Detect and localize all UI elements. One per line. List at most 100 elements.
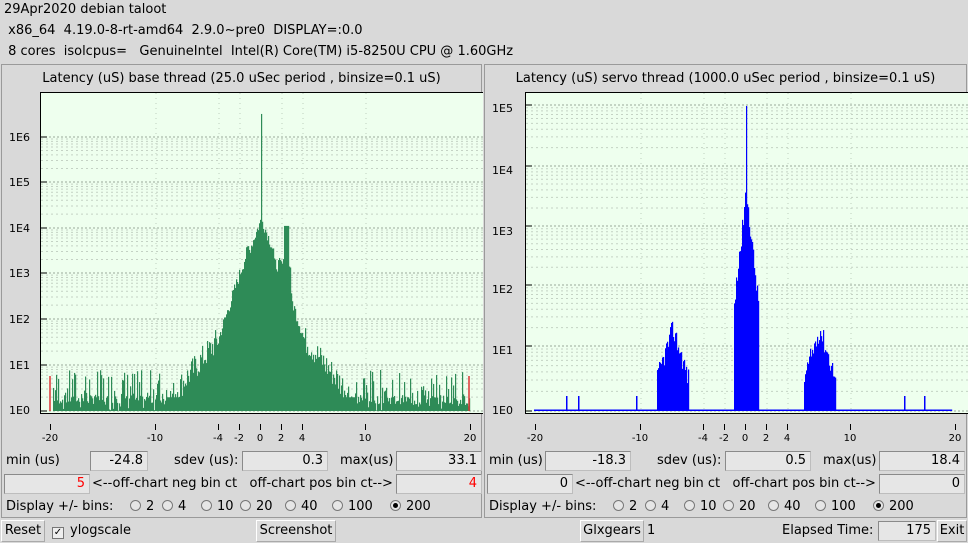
- reset-button[interactable]: Reset: [1, 520, 45, 542]
- histogram-bar: [113, 408, 115, 411]
- histogram-bar: [675, 333, 677, 411]
- histogram-bar: [334, 377, 336, 411]
- histogram-bar: [295, 308, 297, 411]
- base-sdev-value: 0.3: [242, 451, 328, 471]
- servo-bins-radio-2[interactable]: 2: [613, 499, 637, 514]
- histogram-bar: [867, 409, 869, 411]
- servo-bins-radio-100[interactable]: 100: [815, 499, 856, 514]
- histogram-bar: [102, 399, 104, 411]
- histogram-bar: [816, 346, 818, 411]
- histogram-bar: [89, 379, 91, 411]
- servo-bins-radio-4[interactable]: 4: [645, 499, 669, 514]
- histogram-bar: [876, 409, 878, 411]
- base-bins-radio-200[interactable]: 200: [390, 499, 431, 514]
- base-bins-radio-20[interactable]: 20: [240, 499, 273, 514]
- radio-icon: [201, 500, 212, 511]
- histogram-bar: [329, 371, 331, 411]
- histogram-bar: [742, 219, 744, 411]
- histogram-bar: [810, 348, 812, 411]
- histogram-bar: [129, 398, 131, 411]
- histogram-bar: [714, 409, 716, 411]
- histogram-bar: [540, 409, 542, 411]
- histogram-bar: [796, 409, 798, 411]
- histogram-bar: [56, 374, 58, 411]
- histogram-bar: [304, 338, 306, 411]
- histogram-bar: [865, 409, 867, 411]
- ylogscale-checkbox[interactable]: ✓ ylogscale: [52, 523, 131, 539]
- histogram-bar: [290, 267, 292, 411]
- histogram-bar: [856, 409, 858, 411]
- histogram-bar: [80, 407, 82, 411]
- histogram-bar: [337, 374, 339, 411]
- histogram-bar: [257, 228, 259, 411]
- histogram-bar: [929, 409, 931, 411]
- histogram-bar: [246, 247, 248, 411]
- histogram-bar: [451, 377, 453, 411]
- histogram-bar: [936, 409, 938, 411]
- histogram-bar: [881, 409, 883, 411]
- histogram-bar: [255, 237, 257, 411]
- base-bins-radio-100[interactable]: 100: [332, 499, 373, 514]
- histogram-bar: [208, 348, 210, 411]
- histogram-bar: [131, 395, 133, 411]
- histogram-bar: [112, 402, 114, 411]
- histogram-bar: [253, 240, 255, 411]
- histogram-bar: [434, 397, 436, 411]
- histogram-bar: [903, 409, 905, 411]
- base-bins-radio-2[interactable]: 2: [130, 499, 154, 514]
- radio-label: 40: [301, 499, 318, 514]
- histogram-bar: [216, 338, 218, 411]
- histogram-bar: [590, 409, 592, 411]
- base-bins-radio-4[interactable]: 4: [162, 499, 186, 514]
- y-tick-label: 1E6: [9, 131, 30, 144]
- histogram-bar: [678, 347, 680, 411]
- histogram-bar: [690, 409, 692, 411]
- histogram-bar: [211, 353, 213, 411]
- radio-label: 20: [739, 499, 756, 514]
- histogram-bar: [736, 277, 738, 411]
- exit-button[interactable]: Exit: [937, 520, 967, 542]
- base-pos-bin-count: 4: [396, 474, 482, 494]
- histogram-bar: [91, 396, 93, 411]
- histogram-bar: [892, 409, 894, 411]
- servo-bins-radio-40[interactable]: 40: [768, 499, 801, 514]
- servo-bins-radio-20[interactable]: 20: [723, 499, 756, 514]
- histogram-bar: [463, 394, 465, 411]
- histogram-bar: [422, 390, 424, 411]
- histogram-bar: [173, 382, 175, 411]
- histogram-bar: [83, 401, 85, 411]
- histogram-bar: [245, 258, 247, 411]
- histogram-bar: [617, 409, 619, 411]
- histogram-bar: [241, 272, 243, 411]
- histogram-bar: [300, 332, 302, 411]
- histogram-bar: [914, 409, 916, 411]
- histogram-bar: [333, 374, 335, 411]
- histogram-bar: [917, 409, 919, 411]
- base-histogram-svg: [41, 93, 483, 413]
- histogram-bar: [276, 269, 278, 411]
- glxgears-button[interactable]: Glxgears: [580, 520, 644, 542]
- base-bins-radio-10[interactable]: 10: [201, 499, 234, 514]
- histogram-bar: [155, 399, 157, 411]
- histogram-bar: [817, 336, 819, 411]
- servo-bins-radio-10[interactable]: 10: [684, 499, 717, 514]
- histogram-bar: [945, 409, 947, 411]
- histogram-bar: [891, 409, 893, 411]
- histogram-bar: [205, 359, 207, 411]
- x-tick-label: 4: [298, 433, 306, 444]
- histogram-bar: [836, 409, 838, 411]
- histogram-bar: [163, 398, 165, 411]
- histogram-bar: [638, 409, 640, 411]
- histogram-bar: [846, 409, 848, 411]
- histogram-bar: [715, 409, 717, 411]
- histogram-bar: [223, 319, 225, 411]
- histogram-bar: [579, 409, 581, 411]
- screenshot-button[interactable]: Screenshot: [256, 520, 336, 542]
- histogram-bar: [672, 321, 674, 411]
- histogram-bar: [707, 409, 709, 411]
- histogram-bar: [862, 409, 864, 411]
- base-bins-radio-40[interactable]: 40: [285, 499, 318, 514]
- histogram-bar: [781, 409, 783, 411]
- histogram-bar: [98, 396, 100, 411]
- servo-bins-radio-200[interactable]: 200: [873, 499, 914, 514]
